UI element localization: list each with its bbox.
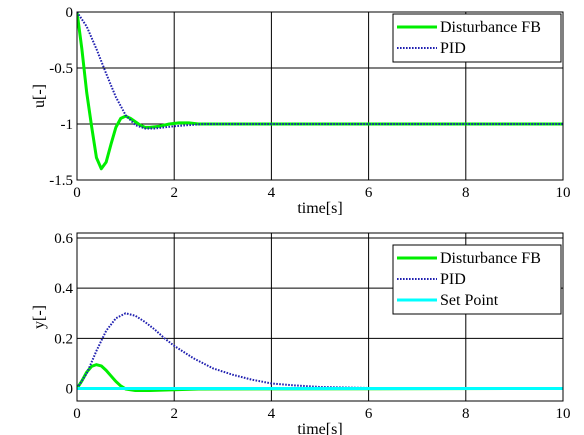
series-line-pid [77,12,563,130]
y-axis-label: y[-] [31,305,48,329]
output-plot: 0 2 4 6 8 10 0 0.2 0.4 0.6 time[s] y[-] Disturbance … [31,231,571,435]
x-tick-label: 4 [268,406,276,422]
x-axis-label: time[s] [297,421,342,435]
x-tick-label: 10 [556,406,571,422]
x-tick-label: 6 [365,406,373,422]
legend-label: Disturbance FB [440,19,541,36]
y-tick-label: -1.5 [49,173,73,189]
x-axis-label: time[s] [297,200,342,217]
x-tick-label: 8 [462,406,470,422]
x-tick-label: 0 [73,406,81,422]
y-tick-label: 0.4 [54,281,73,297]
legend-label: PID [440,271,466,288]
y-tick-label: -0.5 [49,61,73,77]
y-tick-label: 0.6 [54,231,73,247]
legend: Disturbance FB PID Set Point [392,244,562,315]
plot-frame [76,11,564,181]
control-input-plot: 0 2 4 6 8 10 0 -0.5 -1 -1.5 time[s] u[-] Disturbance… [31,5,571,217]
legend-label: Set Point [440,292,499,309]
legend-label: Disturbance FB [440,250,541,267]
series-line-disturbance-fb [77,363,563,392]
y-tick-label: 0 [66,381,74,397]
y-tick-label: 0 [66,5,74,21]
legend-box [392,13,562,63]
y-axis-label: u[-] [31,84,48,108]
x-tick-label: 8 [462,185,470,201]
series-line-pid [77,312,563,390]
legend-label: PID [440,40,466,57]
x-tick-label: 6 [365,185,373,201]
x-tick-label: 4 [268,185,276,201]
x-tick-label: 2 [170,406,178,422]
x-tick-label: 0 [73,185,81,201]
x-tick-label: 2 [170,185,178,201]
y-tick-label: -1 [61,117,74,133]
plot-frame [76,232,564,402]
legend: Disturbance FB PID [392,13,562,63]
series-line-disturbance-fb [77,12,563,171]
x-tick-label: 10 [556,185,571,201]
y-tick-label: 0.2 [54,331,73,347]
